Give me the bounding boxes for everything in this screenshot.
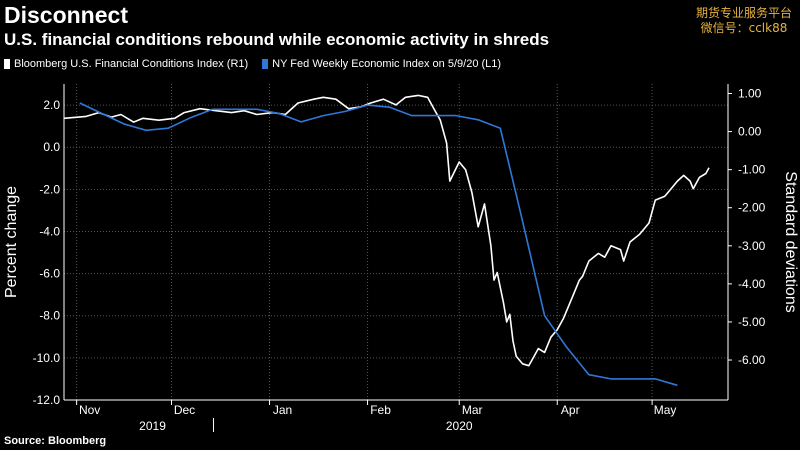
x-month-label: Feb xyxy=(370,403,391,417)
right-tick-label: -5.00 xyxy=(738,315,766,329)
left-tick-label: -6.0 xyxy=(39,267,60,281)
chart-subtitle: U.S. financial conditions rebound while … xyxy=(4,30,550,49)
x-month-label: Dec xyxy=(174,403,195,417)
x-month-label: Jan xyxy=(273,403,292,417)
x-year-label: 2020 xyxy=(446,419,473,433)
left-tick-label: 2.0 xyxy=(43,98,60,112)
legend-swatch-wei xyxy=(262,59,269,69)
right-tick-label: -2.00 xyxy=(738,201,766,215)
x-month-label: Apr xyxy=(561,403,580,417)
left-tick-label: -8.0 xyxy=(39,309,60,323)
legend-item-fci: Bloomberg U.S. Financial Conditions Inde… xyxy=(4,58,248,70)
series-line-wei xyxy=(79,102,678,387)
source-note: Source: Bloomberg xyxy=(4,435,107,447)
legend-swatch-fci xyxy=(4,59,10,69)
right-tick-label: -6.00 xyxy=(738,353,766,367)
left-tick-label: -12.0 xyxy=(33,393,61,407)
left-axis-title: Percent change xyxy=(3,186,20,298)
series-line-fci xyxy=(63,94,710,367)
x-month-label: Nov xyxy=(79,403,100,417)
legend-item-wei: NY Fed Weekly Economic Index on 5/9/20 (… xyxy=(262,58,501,70)
watermark-line-2: 微信号：cclk88 xyxy=(700,21,788,35)
right-axis-title: Standard deviations xyxy=(782,171,799,312)
right-tick-label: 0.00 xyxy=(738,125,762,139)
x-year-label: 2019 xyxy=(139,419,166,433)
chart-title: Disconnect xyxy=(4,2,128,28)
legend: Bloomberg U.S. Financial Conditions Inde… xyxy=(4,58,501,70)
left-tick-label: -10.0 xyxy=(33,351,61,365)
left-tick-label: -4.0 xyxy=(39,224,60,238)
right-tick-label: -3.00 xyxy=(738,239,766,253)
right-tick-label: 1.00 xyxy=(738,87,762,101)
left-tick-label: -2.0 xyxy=(39,182,60,196)
legend-label-wei: NY Fed Weekly Economic Index on 5/9/20 (… xyxy=(272,58,502,70)
right-tick-label: -1.00 xyxy=(738,163,766,177)
x-month-label: May xyxy=(654,403,677,417)
x-month-label: Mar xyxy=(462,403,483,417)
watermark: 期货专业服务平台 微信号：cclk88 xyxy=(696,6,792,36)
right-tick-label: -4.00 xyxy=(738,277,766,291)
left-tick-label: 0.0 xyxy=(43,140,60,154)
legend-label-fci: Bloomberg U.S. Financial Conditions Inde… xyxy=(14,58,249,70)
watermark-line-1: 期货专业服务平台 xyxy=(695,6,792,20)
